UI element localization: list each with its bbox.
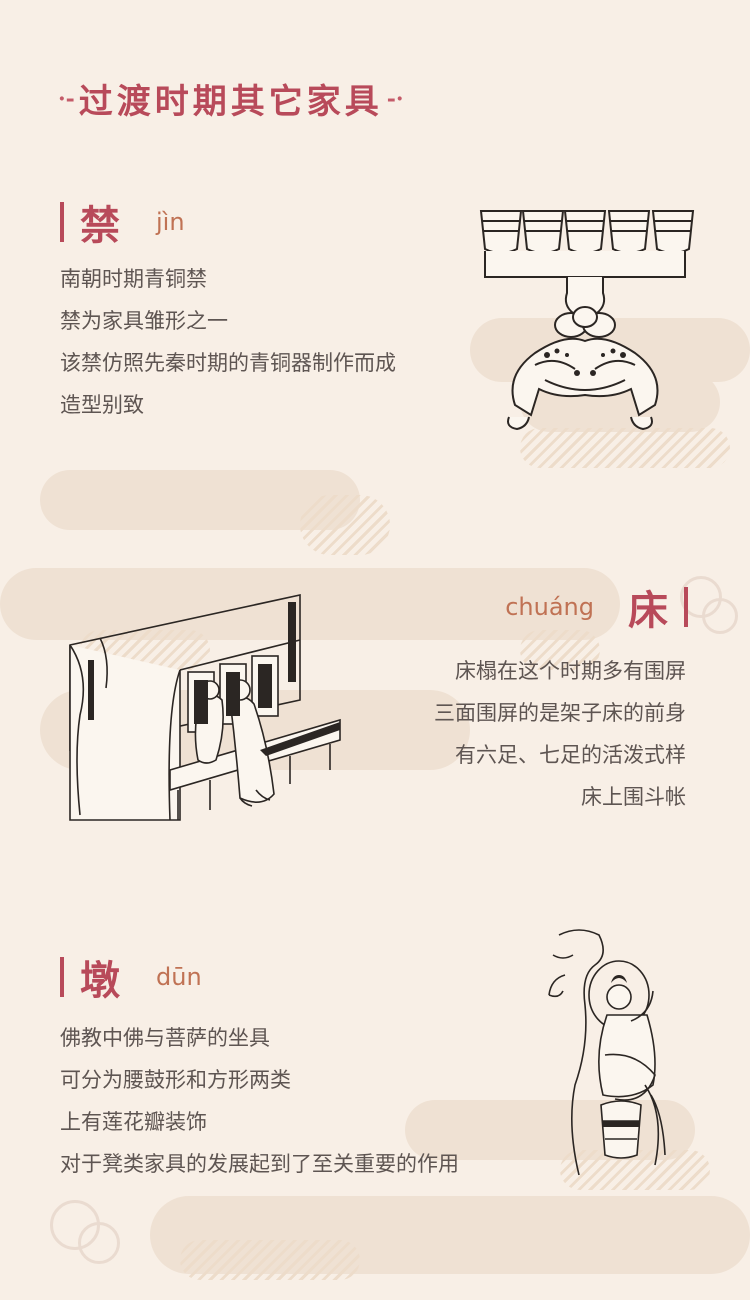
section-chuang-header: chuáng 床 xyxy=(505,578,688,636)
section-jin-description: 南朝时期青铜禁 禁为家具雏形之一 该禁仿照先秦时期的青铜器制作而成 造型别致 xyxy=(60,258,396,426)
section-marker-bar xyxy=(60,202,64,242)
bg-hatch xyxy=(560,1150,710,1190)
bg-hatch xyxy=(300,495,390,555)
bronze-jin-illustration xyxy=(479,210,695,431)
section-character: 禁 xyxy=(80,202,120,249)
page-title-text: 过渡时期其它家具 xyxy=(78,82,383,122)
page-title: ·- 过渡时期其它家具 -· xyxy=(58,74,404,123)
title-ornament-left: ·- xyxy=(58,85,75,112)
section-pinyin: chuáng xyxy=(505,593,594,621)
description-line: 该禁仿照先秦时期的青铜器制作而成 xyxy=(60,351,396,375)
bg-hatch xyxy=(180,1240,360,1280)
bg-hatch xyxy=(520,428,730,468)
section-character: 床 xyxy=(628,587,668,634)
description-line: 三面围屏的是架子床的前身 xyxy=(434,701,686,725)
description-line: 床榻在这个时期多有围屏 xyxy=(455,659,686,683)
bg-hatch xyxy=(520,630,600,670)
section-dun-description: 佛教中佛与菩萨的坐具 可分为腰鼓形和方形两类 上有莲花瓣装饰 对于凳类家具的发展… xyxy=(60,1017,459,1185)
vessel xyxy=(479,210,523,254)
bg-ring xyxy=(702,598,738,634)
section-marker-bar xyxy=(60,957,64,997)
section-jin-header: 禁 jìn xyxy=(60,193,185,251)
bg-ring xyxy=(680,576,722,618)
description-line: 对于凳类家具的发展起到了至关重要的作用 xyxy=(60,1152,459,1176)
canopy-bed-illustration xyxy=(69,594,341,821)
title-ornament-right: -· xyxy=(386,85,404,112)
section-pinyin: dūn xyxy=(156,963,202,991)
description-line: 上有莲花瓣装饰 xyxy=(60,1110,207,1134)
description-line: 南朝时期青铜禁 xyxy=(60,267,207,291)
bg-cloud xyxy=(0,568,620,640)
section-chuang-description: 床榻在这个时期多有围屏 三面围屏的是架子床的前身 有六足、七足的活泼式样 床上围… xyxy=(434,650,686,818)
description-line: 有六足、七足的活泼式样 xyxy=(455,743,686,767)
description-line: 造型别致 xyxy=(60,393,144,417)
section-pinyin: jìn xyxy=(156,208,185,236)
section-marker-bar xyxy=(684,587,688,627)
bg-ring xyxy=(78,1222,120,1264)
description-line: 床上围斗帐 xyxy=(581,785,686,809)
section-dun-header: 墩 dūn xyxy=(60,948,202,1006)
section-character: 墩 xyxy=(80,957,120,1004)
description-line: 可分为腰鼓形和方形两类 xyxy=(60,1068,291,1092)
description-line: 佛教中佛与菩萨的坐具 xyxy=(60,1026,270,1050)
description-line: 禁为家具雏形之一 xyxy=(60,309,228,333)
bodhisattva-illustration xyxy=(548,929,666,1176)
